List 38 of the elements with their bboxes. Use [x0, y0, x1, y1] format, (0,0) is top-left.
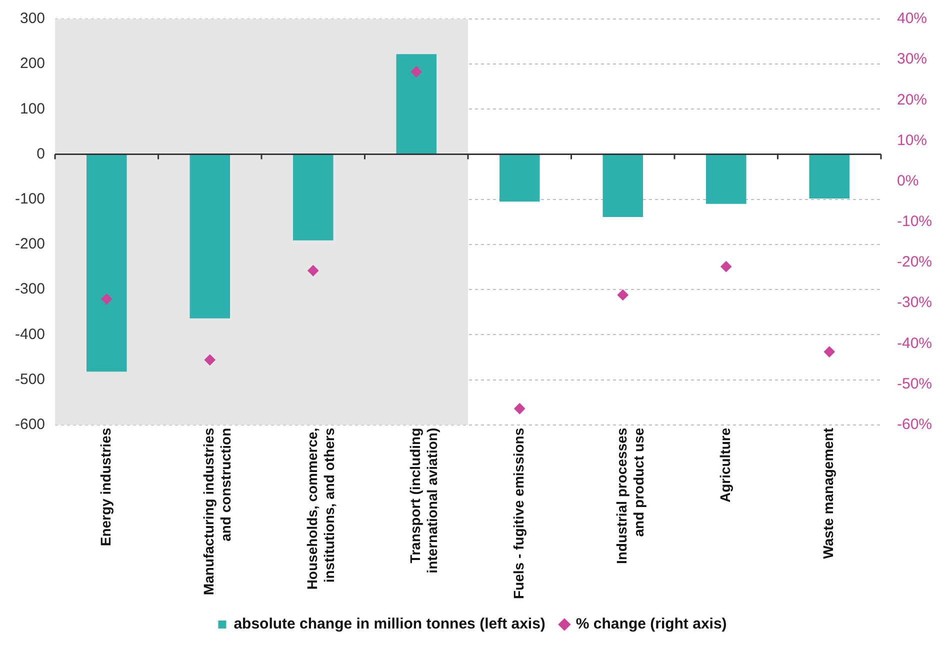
point — [514, 403, 526, 414]
x-tick-label: Transport (including international aviation) — [407, 428, 440, 574]
point — [720, 261, 732, 272]
legend-label: % change (right axis) — [576, 616, 727, 633]
y2-tick-label: -20% — [896, 254, 932, 271]
y-tick-label: 100 — [20, 100, 46, 118]
y2-tick-label: 0% — [896, 172, 919, 190]
point — [204, 354, 216, 366]
x-tick-label: Fuels - fugitive emissions — [510, 428, 526, 600]
y-tick-label: -200 — [14, 236, 46, 253]
y2-tick-label: -60% — [896, 416, 932, 433]
y-tick-label: -100 — [14, 190, 46, 208]
y2-tick-label: 20% — [896, 91, 928, 108]
y2-tick-label: -10% — [896, 213, 932, 230]
y-tick-label: -300 — [14, 280, 46, 298]
point — [617, 289, 628, 300]
x-tick-label: Waste management — [820, 428, 836, 559]
x-tick-label: Industrial processes and product use — [614, 428, 647, 564]
y2-tick-label: -40% — [896, 334, 932, 352]
y2-tick-label: -30% — [896, 294, 932, 312]
y-tick-label: -600 — [14, 416, 46, 433]
legend-label: absolute change in million tonnes (left axis) — [234, 616, 546, 633]
point — [824, 346, 835, 358]
y2-tick-label: 40% — [896, 10, 928, 28]
y2-tick-label: -50% — [896, 375, 932, 392]
point — [308, 265, 319, 276]
point — [410, 66, 422, 78]
y-tick-label: 0 — [36, 145, 46, 162]
y-tick-label: 200 — [20, 55, 46, 72]
y2-tick-label: 30% — [896, 50, 928, 68]
x-tick-label: Manufacturing industries and construction — [200, 428, 234, 596]
y2-tick-label: 10% — [896, 132, 928, 149]
y-tick-label: -500 — [14, 370, 46, 388]
x-tick-label: Energy industries — [98, 428, 114, 546]
y-tick-label: -400 — [14, 326, 46, 343]
x-tick-label: Agriculture — [716, 428, 733, 503]
y-tick-label: 300 — [20, 10, 46, 28]
point — [101, 294, 112, 305]
